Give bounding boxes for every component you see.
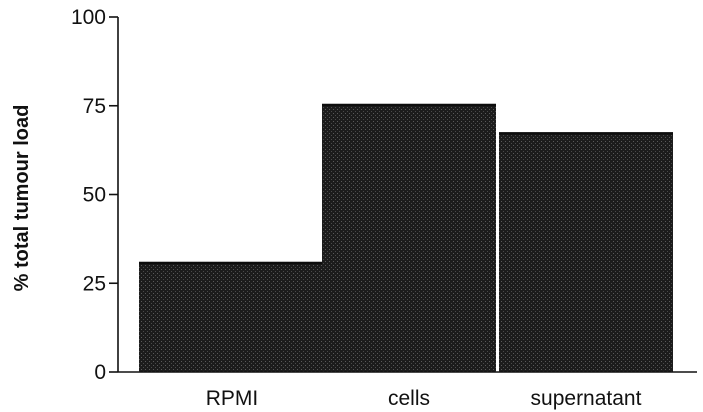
y-tick-label: 25 [83, 272, 106, 295]
axes-layer [109, 16, 697, 373]
y-tick-label: 50 [83, 184, 106, 207]
y-axis-label: % total tumour load [11, 105, 33, 292]
labels-layer: 0 25 50 75 100 RPMI cells supernatant [71, 6, 642, 410]
y-tick-label: 100 [71, 6, 106, 29]
bar-supernatant [499, 132, 673, 372]
x-tick-label: supernatant [531, 387, 642, 410]
bars-layer [139, 103, 673, 372]
bar-rpmi [139, 261, 325, 372]
y-tick-label: 0 [94, 361, 106, 384]
y-tick-label: 75 [83, 95, 106, 118]
x-tick-label: cells [388, 387, 430, 410]
bar-cells [322, 103, 496, 372]
x-tick-label: RPMI [206, 387, 259, 410]
